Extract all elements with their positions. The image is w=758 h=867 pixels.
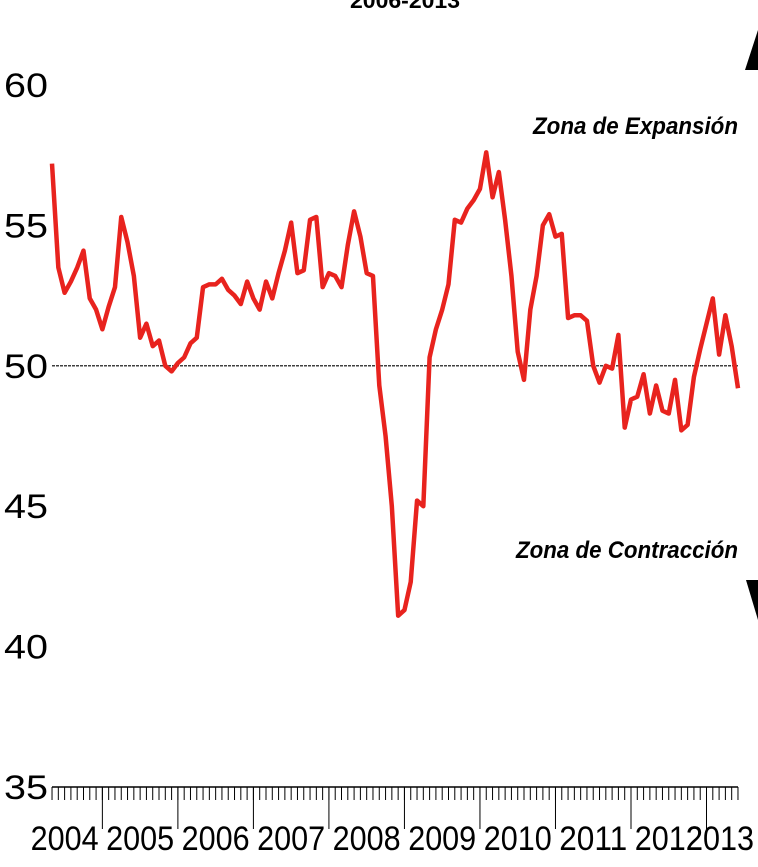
y-tick-label: 45 (4, 488, 48, 526)
x-tick-label: 2009 (408, 820, 476, 858)
arrow-down (746, 580, 758, 620)
x-tick-label: 2004 (31, 820, 99, 858)
x-tick-label: 2011 (559, 820, 627, 858)
y-tick-label: 55 (4, 207, 48, 245)
arrow-up (745, 30, 758, 70)
y-tick-label: 60 (4, 67, 48, 105)
x-tick-label: 2005 (106, 820, 174, 858)
x-tick-label: 2012 (635, 820, 703, 858)
x-tick-label: 2008 (333, 820, 401, 858)
x-tick-label: 2006 (182, 820, 250, 858)
y-tick-label: 40 (4, 629, 48, 667)
contraction-label: Zona de Contracción (515, 537, 738, 564)
data-line (49, 150, 741, 618)
y-tick-label: 50 (4, 348, 48, 386)
x-tick-label: 2013 (686, 820, 754, 858)
x-tick-label: 2007 (257, 820, 325, 858)
expansion-label: Zona de Expansión (532, 113, 738, 140)
x-tick-label: 2010 (484, 820, 552, 858)
chart-title: 2006-2013 (350, 0, 460, 13)
y-tick-label: 35 (4, 769, 48, 807)
